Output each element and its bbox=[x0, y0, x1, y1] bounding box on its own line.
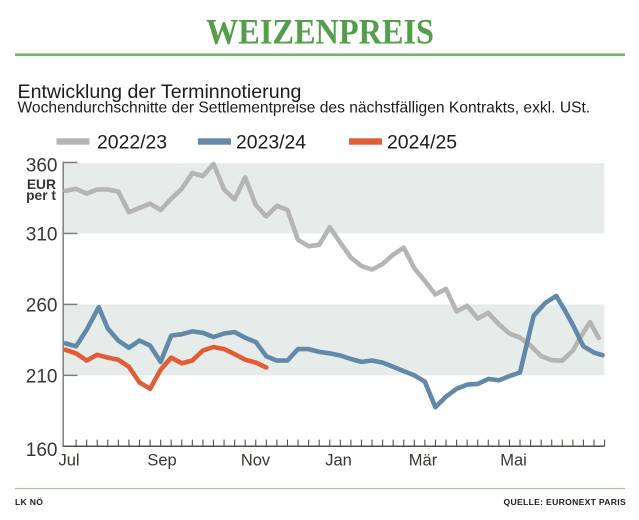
svg-text:QUELLE: EURONEXT PARIS: QUELLE: EURONEXT PARIS bbox=[504, 497, 626, 507]
svg-text:LK NÖ: LK NÖ bbox=[15, 497, 43, 507]
svg-text:Jul: Jul bbox=[58, 452, 79, 470]
svg-text:Wochendurchschnitte der Settle: Wochendurchschnitte der Settlementpreise… bbox=[18, 100, 591, 117]
svg-text:310: 310 bbox=[26, 224, 58, 245]
svg-text:260: 260 bbox=[26, 295, 58, 316]
svg-text:160: 160 bbox=[26, 440, 58, 461]
svg-text:2024/25: 2024/25 bbox=[387, 131, 457, 153]
svg-text:Sep: Sep bbox=[147, 452, 176, 470]
svg-text:WEIZENPREIS: WEIZENPREIS bbox=[206, 11, 434, 51]
svg-text:360: 360 bbox=[26, 156, 58, 177]
svg-text:Jan: Jan bbox=[325, 452, 352, 470]
svg-text:210: 210 bbox=[26, 366, 58, 387]
svg-text:Nov: Nov bbox=[241, 452, 271, 470]
svg-text:EUR: EUR bbox=[27, 177, 56, 192]
svg-text:per t: per t bbox=[26, 188, 56, 203]
svg-text:2022/23: 2022/23 bbox=[97, 131, 167, 153]
svg-text:Mai: Mai bbox=[500, 452, 527, 470]
svg-text:2023/24: 2023/24 bbox=[236, 131, 306, 153]
svg-text:Entwicklung der Terminnotierun: Entwicklung der Terminnotierung bbox=[18, 81, 302, 103]
svg-text:Mär: Mär bbox=[409, 452, 438, 470]
